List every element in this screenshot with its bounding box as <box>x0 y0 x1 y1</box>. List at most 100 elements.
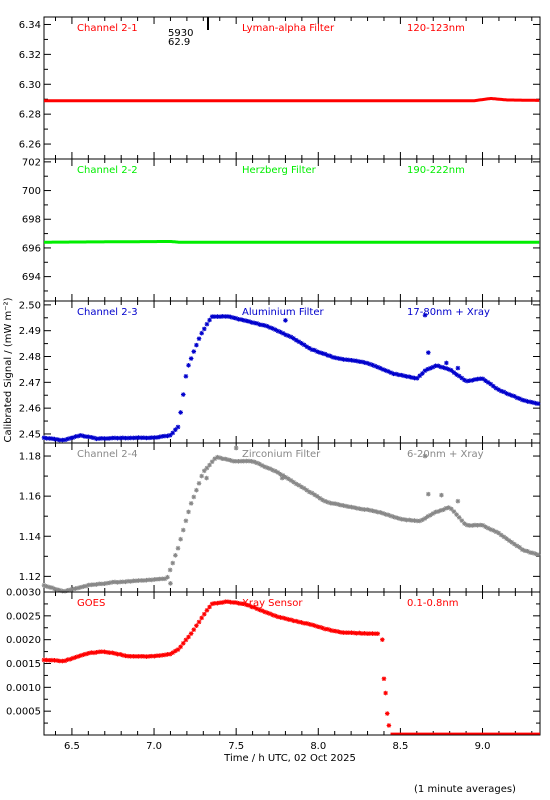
data-point <box>346 504 352 510</box>
data-point <box>372 363 378 369</box>
data-point <box>317 350 323 355</box>
data-point <box>325 499 331 505</box>
data-point <box>267 325 273 330</box>
plot-frame <box>43 16 541 160</box>
data-point <box>314 624 320 629</box>
data-point <box>204 465 210 471</box>
data-point <box>230 315 236 320</box>
data-point <box>357 630 362 636</box>
data-point <box>288 617 294 623</box>
data-point <box>362 507 367 512</box>
data-point <box>241 601 247 606</box>
data-point <box>128 435 134 441</box>
data-point <box>396 372 402 378</box>
data-point <box>535 401 541 406</box>
data-point <box>325 626 331 632</box>
plot-frame <box>43 300 541 444</box>
data-point <box>217 314 223 319</box>
data-point <box>125 653 131 659</box>
data-point <box>246 458 252 464</box>
data-point <box>278 615 283 620</box>
data-point <box>309 347 315 353</box>
data-point <box>435 509 441 514</box>
data-point <box>330 628 336 634</box>
data-point <box>449 368 454 373</box>
data-point <box>322 626 328 632</box>
data-point <box>146 577 152 583</box>
data-point <box>362 630 367 636</box>
data-point <box>275 470 281 475</box>
data-point <box>91 650 97 656</box>
data-point <box>314 494 320 499</box>
data-point <box>125 578 131 584</box>
data-point <box>388 513 394 519</box>
data-point <box>262 323 268 328</box>
data-point <box>136 578 141 583</box>
data-point <box>104 649 110 655</box>
data-point <box>372 509 378 514</box>
data-point <box>506 538 512 543</box>
data-point <box>280 473 286 478</box>
data-point <box>162 652 168 658</box>
channel-label: Channel 2-1 <box>77 23 138 34</box>
data-point <box>275 614 281 620</box>
data-point <box>133 578 139 584</box>
data-point <box>522 548 528 553</box>
data-point <box>99 436 105 441</box>
y-tick-label: 694 <box>22 272 41 283</box>
data-point <box>283 318 288 323</box>
x-axis-title: Time / h UTC, 02 Oct 2025 <box>223 753 356 764</box>
data-point <box>165 574 170 580</box>
data-point <box>357 359 362 364</box>
data-point <box>110 650 115 656</box>
data-point <box>267 466 273 471</box>
data-point <box>296 482 302 488</box>
spike-annotation: 62.9 <box>168 37 190 48</box>
data-point <box>372 631 378 637</box>
data-point <box>94 582 99 587</box>
data-point <box>270 326 275 331</box>
data-point <box>535 552 541 558</box>
data-point <box>191 627 197 632</box>
data-point <box>446 505 451 510</box>
data-point <box>149 577 155 583</box>
plot-frame <box>43 158 541 302</box>
data-point <box>462 521 467 526</box>
data-point <box>333 501 338 507</box>
data-point <box>120 652 126 658</box>
data-point <box>354 505 360 511</box>
x-tick-label: 9.0 <box>475 741 491 752</box>
data-point <box>86 582 91 588</box>
data-point <box>364 507 370 512</box>
data-point <box>333 355 338 361</box>
y-tick-label: 700 <box>22 186 41 197</box>
data-point <box>223 314 228 319</box>
data-point <box>233 458 239 464</box>
data-point <box>283 332 289 338</box>
data-point <box>396 516 402 521</box>
data-point <box>257 322 262 327</box>
data-point <box>401 517 407 522</box>
data-point <box>341 503 346 508</box>
data-point <box>525 399 530 404</box>
y-tick-label: 1.18 <box>19 452 41 463</box>
data-point <box>367 507 373 513</box>
data-point <box>117 435 123 441</box>
data-point <box>236 316 241 322</box>
data-point <box>367 361 373 367</box>
data-point <box>133 435 139 441</box>
data-point <box>443 505 449 511</box>
data-point <box>117 652 123 657</box>
data-point <box>46 436 52 441</box>
data-point <box>170 560 176 566</box>
data-point <box>228 599 233 605</box>
data-point <box>257 461 262 467</box>
data-point <box>65 657 70 662</box>
data-point <box>67 656 73 662</box>
data-point <box>412 518 417 523</box>
y-axis-title: Calibrated Signal / (mW m⁻²) <box>3 297 14 442</box>
y-tick-label: 6.32 <box>19 50 41 61</box>
data-point <box>223 599 228 605</box>
band-label: 17-80nm + Xray <box>407 307 490 318</box>
data-point <box>477 376 483 382</box>
